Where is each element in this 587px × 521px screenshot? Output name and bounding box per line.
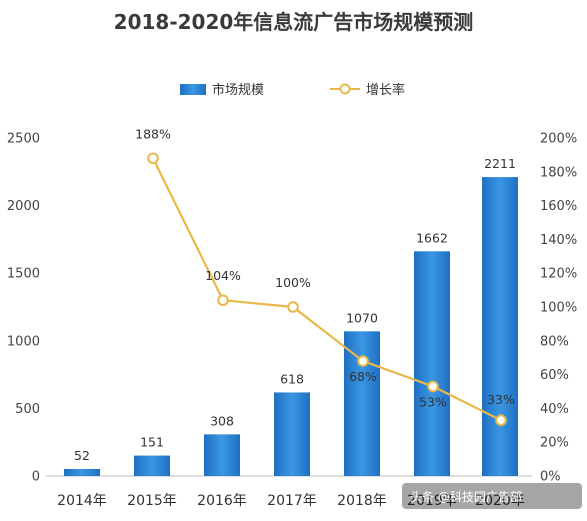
bar bbox=[344, 331, 380, 476]
legend-swatch-bar bbox=[180, 84, 206, 95]
legend-swatch-marker bbox=[339, 83, 351, 95]
growth-marker bbox=[357, 355, 369, 367]
x-tick: 2017年 bbox=[267, 493, 317, 509]
y-tick-left: 0 bbox=[32, 470, 40, 485]
growth-value-label: 33% bbox=[487, 392, 515, 407]
y-tick-right: 80% bbox=[540, 334, 569, 349]
legend: 市场规模 增长率 bbox=[180, 82, 405, 98]
x-tick: 2019年 bbox=[407, 493, 457, 509]
bar bbox=[204, 434, 240, 476]
y-tick-right: 0% bbox=[540, 470, 561, 485]
growth-value-label: 188% bbox=[135, 126, 171, 141]
bar-value-label: 2211 bbox=[484, 156, 516, 171]
bar-value-label: 52 bbox=[74, 448, 90, 463]
x-tick: 2016年 bbox=[197, 493, 247, 509]
y-tick-left: 2500 bbox=[7, 132, 40, 147]
chart-title: 2018-2020年信息流广告市场规模预测 bbox=[113, 10, 474, 34]
bars bbox=[64, 177, 518, 476]
y-tick-right: 100% bbox=[540, 301, 577, 316]
bar bbox=[64, 468, 100, 476]
y-tick-right: 40% bbox=[540, 402, 569, 417]
legend-label-line: 增长率 bbox=[366, 82, 405, 98]
bar bbox=[134, 455, 170, 476]
growth-value-label: 68% bbox=[349, 369, 377, 384]
axes: 0 500 1000 1500 2000 2500 0% 20% 40% 60% 80% 100% 12… bbox=[7, 132, 577, 510]
y-tick-right: 200% bbox=[540, 132, 577, 147]
growth-marker bbox=[495, 414, 507, 427]
growth-marker bbox=[147, 152, 159, 165]
y-tick-right: 20% bbox=[540, 436, 569, 451]
bar bbox=[414, 251, 450, 476]
watermark: 头条 @科技园广告部 bbox=[402, 483, 582, 509]
growth-value-label: 100% bbox=[275, 275, 311, 290]
growth-marker bbox=[217, 294, 229, 307]
y-tick-left: 500 bbox=[15, 402, 40, 417]
growth-line bbox=[147, 152, 507, 427]
bar-value-label: 1070 bbox=[346, 310, 378, 325]
bar bbox=[482, 177, 518, 476]
bar-value-label: 1662 bbox=[416, 230, 448, 245]
y-tick-left: 2000 bbox=[7, 199, 40, 214]
x-tick: 2015年 bbox=[127, 493, 177, 509]
y-tick-right: 160% bbox=[540, 199, 577, 214]
growth-line-path bbox=[152, 157, 502, 422]
labels: 52 151 308 618 1070 1662 2211 188% 104% 100% 68% 53… bbox=[74, 126, 516, 463]
y-tick-right: 60% bbox=[540, 368, 569, 383]
growth-value-label: 104% bbox=[205, 268, 241, 283]
x-tick: 2020年 bbox=[475, 493, 525, 509]
growth-marker bbox=[427, 380, 439, 393]
y-tick-right: 180% bbox=[540, 165, 577, 180]
y-tick-right: 140% bbox=[540, 233, 577, 248]
y-tick-right: 120% bbox=[540, 267, 577, 282]
y-tick-left: 1500 bbox=[7, 267, 40, 282]
x-tick: 2018年 bbox=[337, 493, 387, 509]
legend-label-bar: 市场规模 bbox=[212, 82, 264, 98]
bar-value-label: 308 bbox=[210, 413, 234, 428]
watermark-text: 头条 @科技园广告部 bbox=[410, 489, 522, 504]
bar-value-label: 151 bbox=[140, 435, 164, 450]
bar bbox=[274, 392, 310, 476]
growth-marker bbox=[287, 301, 299, 313]
x-tick: 2014年 bbox=[57, 493, 107, 509]
y-tick-left: 1000 bbox=[7, 334, 40, 349]
watermark-bg bbox=[402, 483, 582, 509]
bar-value-label: 618 bbox=[280, 371, 304, 386]
growth-value-label: 53% bbox=[419, 394, 447, 409]
